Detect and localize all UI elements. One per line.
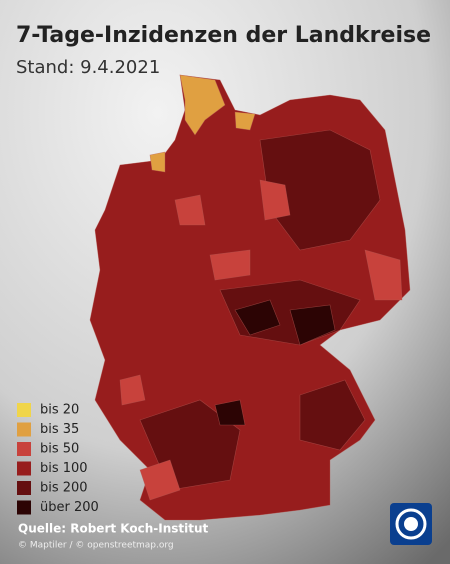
legend-swatch	[17, 481, 31, 495]
region	[299, 379, 366, 451]
legend-label: über 200	[40, 500, 99, 515]
region	[234, 299, 281, 336]
legend: bis 20 bis 35 bis 50 bis 100 bis 200 über 200	[17, 403, 99, 515]
region	[364, 249, 403, 301]
legend-label: bis 35	[40, 422, 79, 437]
credit: © Maptiler / © openstreetmap.org	[18, 541, 174, 551]
region	[209, 249, 251, 281]
legend-label: bis 200	[40, 481, 88, 496]
region	[289, 304, 336, 346]
region	[139, 459, 181, 501]
legend-swatch	[17, 500, 31, 515]
region	[149, 151, 166, 173]
region	[234, 111, 256, 131]
region	[179, 74, 226, 136]
region	[259, 179, 291, 221]
legend-label: bis 20	[40, 403, 79, 418]
legend-label: bis 50	[40, 442, 79, 457]
legend-swatch	[17, 442, 31, 456]
region	[214, 399, 246, 426]
region	[119, 374, 146, 406]
title: 7-Tage-Inzidenzen der Landkreise	[16, 23, 431, 48]
germany-map	[89, 74, 411, 521]
legend-swatch	[17, 403, 31, 417]
source: Quelle: Robert Koch-Institut	[18, 522, 209, 536]
subtitle: Stand: 9.4.2021	[16, 57, 160, 78]
legend-swatch	[17, 422, 31, 437]
logo	[390, 503, 432, 545]
legend-swatch	[17, 461, 31, 476]
region	[174, 194, 206, 226]
legend-label: bis 100	[40, 461, 88, 476]
